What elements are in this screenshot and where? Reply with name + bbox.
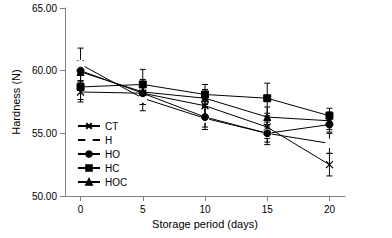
svg-text:50.00: 50.00: [32, 191, 57, 202]
svg-text:20: 20: [324, 204, 336, 215]
svg-text:65.00: 65.00: [32, 3, 57, 14]
svg-text:0: 0: [78, 204, 84, 215]
svg-text:HOC: HOC: [105, 177, 127, 188]
svg-text:55.00: 55.00: [32, 128, 57, 139]
svg-text:5: 5: [140, 204, 146, 215]
svg-text:Storage period (days): Storage period (days): [152, 218, 258, 230]
svg-text:60.00: 60.00: [32, 65, 57, 76]
svg-text:H: H: [105, 135, 112, 146]
svg-text:HC: HC: [105, 163, 119, 174]
svg-text:HO: HO: [105, 149, 120, 160]
svg-text:15: 15: [262, 204, 274, 215]
svg-text:10: 10: [199, 204, 211, 215]
svg-text:Hardness (N): Hardness (N): [10, 69, 22, 134]
svg-text:CT: CT: [105, 121, 118, 132]
